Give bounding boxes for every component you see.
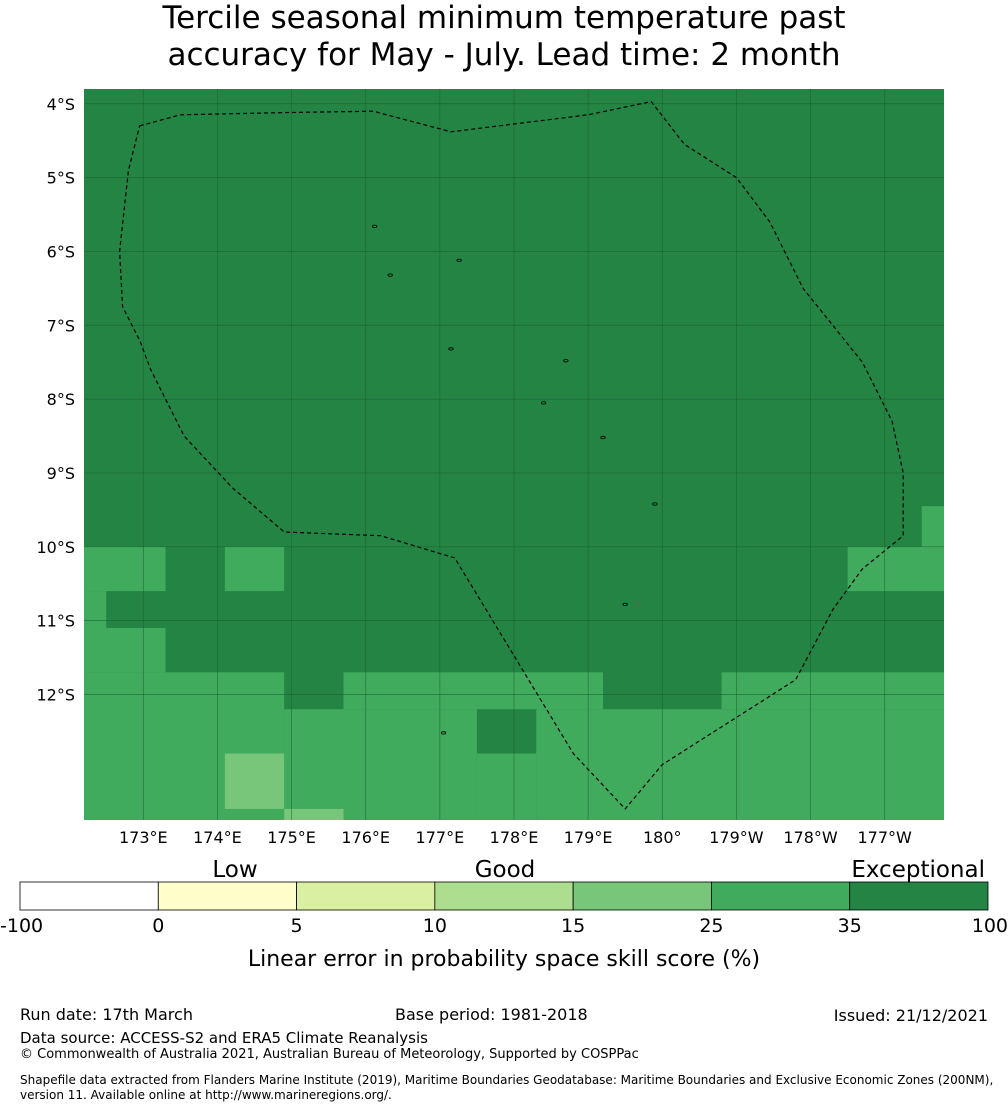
title-line-1: Tercile seasonal minimum temperature pas… <box>162 0 846 36</box>
run-date: Run date: 17th March <box>20 1005 193 1024</box>
colorbar-segment <box>434 881 574 911</box>
island <box>448 347 454 351</box>
title-line-2: accuracy for May - July. Lead time: 2 mo… <box>167 37 841 73</box>
skill-cell <box>284 808 344 820</box>
lat-tick-label: 4°S <box>47 95 75 114</box>
island <box>541 401 547 405</box>
data-source: Data source: ACCESS-S2 and ERA5 Climate … <box>20 1029 428 1047</box>
lat-tick-label: 12°S <box>36 685 75 704</box>
colorbar-segment <box>572 881 712 911</box>
lat-tick-label: 5°S <box>47 169 75 188</box>
colorbar-category-label: Low <box>212 857 257 883</box>
island <box>563 359 569 363</box>
colorbar: Low Good Exceptional -100 0 5 10 15 25 35 100 Lin… <box>0 857 1008 972</box>
chart-title: Tercile seasonal minimum temperature pas… <box>0 0 1008 74</box>
colorbar-segment <box>19 881 159 911</box>
colorbar-label: Linear error in probability space skill … <box>248 947 760 972</box>
colorbar-tick-label: 35 <box>838 915 862 937</box>
lon-tick-label: 179°E <box>564 828 613 847</box>
base-period: Base period: 1981-2018 <box>395 1005 588 1024</box>
lat-tick-label: 8°S <box>47 390 75 409</box>
colorbar-tick-label: 0 <box>152 915 164 937</box>
island <box>456 258 462 262</box>
lon-tick-label: 179°W <box>709 828 764 847</box>
lat-tick-label: 9°S <box>47 464 75 483</box>
skill-cell <box>476 753 537 820</box>
lon-tick-label: 178°E <box>490 828 539 847</box>
issued-date: Issued: 21/12/2021 <box>833 1006 988 1025</box>
shapefile-credit-line-2: version 11. Available online at http://w… <box>20 1088 392 1102</box>
map-plot: 4°S 5°S 6°S 7°S 8°S 9°S 10°S 11°S 12°S 173°E 174°… <box>36 89 944 847</box>
colorbar-ticks: -100 0 5 10 15 25 35 100 <box>0 915 1008 937</box>
lat-tick-label: 7°S <box>47 316 75 335</box>
island <box>622 602 628 606</box>
lon-tick-label: 173°E <box>119 828 168 847</box>
lon-tick-label: 176°E <box>341 828 390 847</box>
skill-cell <box>224 753 285 809</box>
island <box>652 502 658 506</box>
colorbar-tick-label: 5 <box>291 915 303 937</box>
colorbar-tick-label: -100 <box>0 915 43 937</box>
colorbar-tick-label: 25 <box>699 915 723 937</box>
colorbar-tick-label: 15 <box>561 915 585 937</box>
island <box>440 731 447 735</box>
skill-cell <box>721 672 944 710</box>
colorbar-segments <box>19 881 989 911</box>
skill-cell <box>284 709 477 820</box>
lat-tick-label: 11°S <box>36 612 75 631</box>
skill-cell <box>921 506 944 547</box>
colorbar-tick-label: 100 <box>972 915 1008 937</box>
longitude-labels: 173°E 174°E 175°E 176°E 177°E 178°E 179°E 180° 1… <box>119 828 912 847</box>
lat-tick-label: 10°S <box>36 538 75 557</box>
island <box>387 273 393 277</box>
shapefile-credit-line-1: Shapefile data extracted from Flanders M… <box>20 1073 994 1087</box>
skill-cell <box>84 628 166 673</box>
colorbar-segment <box>296 881 436 911</box>
colorbar-category-labels: Low Good Exceptional <box>212 857 985 883</box>
eez-boundary <box>118 100 904 810</box>
colorbar-segment <box>711 881 851 911</box>
colorbar-segment <box>157 881 297 911</box>
lon-tick-label: 174°E <box>193 828 242 847</box>
island <box>372 224 378 228</box>
lon-tick-label: 180° <box>643 828 682 847</box>
lon-tick-label: 175°E <box>267 828 316 847</box>
island <box>600 435 606 440</box>
skill-cell <box>536 709 944 820</box>
colorbar-category-label: Good <box>475 857 536 883</box>
lat-tick-label: 6°S <box>47 242 75 261</box>
colorbar-category-label: Exceptional <box>851 857 985 883</box>
skill-cell <box>84 591 107 629</box>
skill-cell <box>224 546 285 592</box>
islands <box>372 224 658 735</box>
lon-tick-label: 178°W <box>783 828 838 847</box>
lon-tick-label: 177°E <box>416 828 465 847</box>
colorbar-segment <box>849 881 989 911</box>
lon-tick-label: 177°W <box>858 828 913 847</box>
copyright: © Commonwealth of Australia 2021, Austra… <box>20 1047 639 1062</box>
graticule <box>84 89 944 820</box>
latitude-labels: 4°S 5°S 6°S 7°S 8°S 9°S 10°S 11°S 12°S <box>36 95 75 705</box>
skill-cell <box>343 672 603 710</box>
colorbar-tick-label: 10 <box>423 915 447 937</box>
skill-cell <box>847 546 944 592</box>
skill-cell <box>84 546 166 592</box>
